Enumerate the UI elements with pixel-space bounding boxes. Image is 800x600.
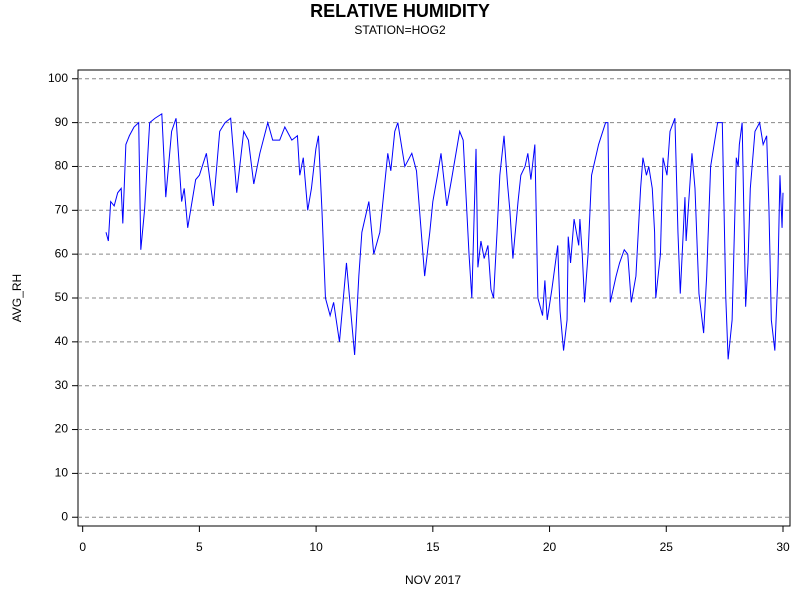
chart-title: RELATIVE HUMIDITY <box>310 1 490 21</box>
x-tick-label: 15 <box>426 540 440 554</box>
y-axis-label: AVG_RH <box>10 274 24 322</box>
y-tick-label: 30 <box>55 378 69 392</box>
y-tick-label: 50 <box>55 290 69 304</box>
x-axis-label: NOV 2017 <box>405 573 461 587</box>
x-tick-label: 5 <box>196 540 203 554</box>
y-tick-label: 60 <box>55 246 69 260</box>
y-tick-label: 10 <box>55 466 69 480</box>
y-tick-label: 100 <box>48 71 68 85</box>
x-tick-label: 30 <box>776 540 790 554</box>
x-tick-label: 20 <box>543 540 557 554</box>
data-line <box>105 112 784 360</box>
chart-subtitle: STATION=HOG2 <box>354 23 446 37</box>
y-tick-label: 90 <box>55 115 69 129</box>
x-tick-label: 0 <box>79 540 86 554</box>
y-tick-label: 80 <box>55 159 69 173</box>
x-tick-label: 10 <box>309 540 323 554</box>
y-tick-label: 70 <box>55 202 69 216</box>
y-tick-label: 20 <box>55 422 69 436</box>
x-tick-label: 25 <box>660 540 674 554</box>
y-tick-label: 0 <box>61 509 68 523</box>
y-tick-label: 40 <box>55 334 69 348</box>
